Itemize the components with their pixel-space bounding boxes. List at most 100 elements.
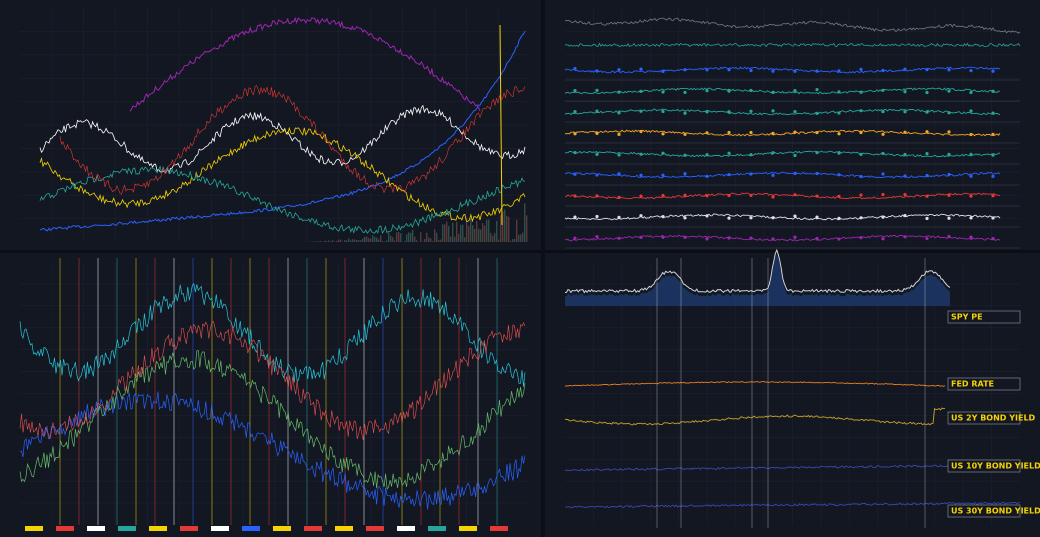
volume-bar [340, 239, 342, 242]
volume-bar [328, 240, 330, 242]
dot [749, 153, 753, 157]
dot [925, 67, 929, 72]
dot [815, 87, 819, 92]
volume-bar [448, 225, 450, 242]
dot [947, 111, 951, 115]
dot [969, 216, 973, 220]
line [39, 104, 526, 174]
dot [837, 194, 841, 199]
dot [815, 194, 819, 198]
volume-bar [458, 233, 460, 242]
dot [903, 110, 907, 114]
dot [661, 90, 665, 94]
dot [617, 172, 621, 176]
tag [304, 526, 322, 531]
dot [639, 214, 643, 218]
dot [749, 216, 753, 220]
dot [925, 90, 929, 95]
dot [837, 151, 841, 155]
volume-bar [324, 240, 326, 242]
dot [793, 235, 797, 239]
dot [881, 68, 885, 73]
volume-bar [420, 232, 422, 242]
dot [595, 109, 599, 113]
label-box: SPY PE [947, 310, 1021, 324]
series-label: US 2Y BOND YIELD [951, 414, 1036, 423]
dot [793, 110, 797, 114]
volume-bar [326, 241, 328, 242]
dot [617, 111, 621, 115]
dot [639, 152, 643, 156]
dot [705, 131, 709, 135]
label-frame [947, 310, 1021, 324]
volume-bar [472, 225, 474, 242]
dot [881, 132, 885, 136]
dot [793, 88, 797, 93]
tag [56, 526, 74, 531]
dot [705, 153, 709, 157]
dot [683, 68, 687, 72]
volume-bar [414, 236, 416, 242]
dot [881, 172, 885, 176]
dot [749, 88, 753, 93]
volume-bar [316, 241, 318, 242]
dot [595, 152, 599, 156]
series-label: FED RATE [951, 380, 994, 389]
dot [947, 130, 951, 134]
dot [661, 109, 665, 114]
dot [595, 214, 599, 219]
volume-bar [466, 217, 468, 242]
dot [683, 193, 687, 197]
dot [947, 89, 951, 93]
volume-bar [380, 235, 382, 242]
volume-bar [376, 237, 378, 242]
dot [859, 152, 863, 156]
dot [925, 216, 929, 221]
dot [639, 89, 643, 93]
volume-bar [454, 236, 456, 242]
volume-bar [502, 211, 504, 242]
volume-bar [432, 241, 434, 242]
volume-bar [412, 229, 414, 242]
line [564, 108, 1001, 116]
layer [19, 8, 1021, 531]
volume-bar [410, 232, 412, 242]
volume-bar [444, 224, 446, 242]
dot [991, 153, 995, 157]
volume-bar [358, 240, 360, 242]
dot [925, 173, 929, 178]
dot [727, 68, 731, 72]
volume-bar [428, 237, 430, 242]
volume-bar [524, 203, 526, 242]
volume-bar [406, 234, 408, 242]
volume-bar [424, 238, 426, 242]
dot [837, 111, 841, 115]
dot [903, 152, 907, 157]
tag [335, 526, 353, 531]
dot [771, 90, 775, 95]
volume-bar [520, 234, 522, 242]
dot [991, 174, 995, 178]
series-label: SPY PE [951, 313, 983, 322]
dot [859, 109, 863, 113]
line [564, 463, 1021, 472]
volume-bar [446, 221, 448, 242]
volume-bar [388, 232, 390, 242]
dot [859, 174, 863, 179]
dot [859, 193, 863, 197]
volume-bar [482, 223, 484, 242]
dot [683, 172, 687, 176]
volume-bar [400, 233, 402, 242]
line [564, 501, 1021, 509]
label-box: US 30Y BOND YIELD [947, 504, 1040, 518]
dot [903, 130, 907, 134]
dot [991, 194, 995, 198]
dot [661, 193, 665, 198]
volume-bar [348, 238, 350, 242]
dot [705, 68, 709, 72]
volume-bar [492, 235, 494, 242]
dot [925, 110, 929, 114]
line [564, 17, 1021, 34]
volume-bar [456, 221, 458, 242]
dot [771, 131, 775, 135]
